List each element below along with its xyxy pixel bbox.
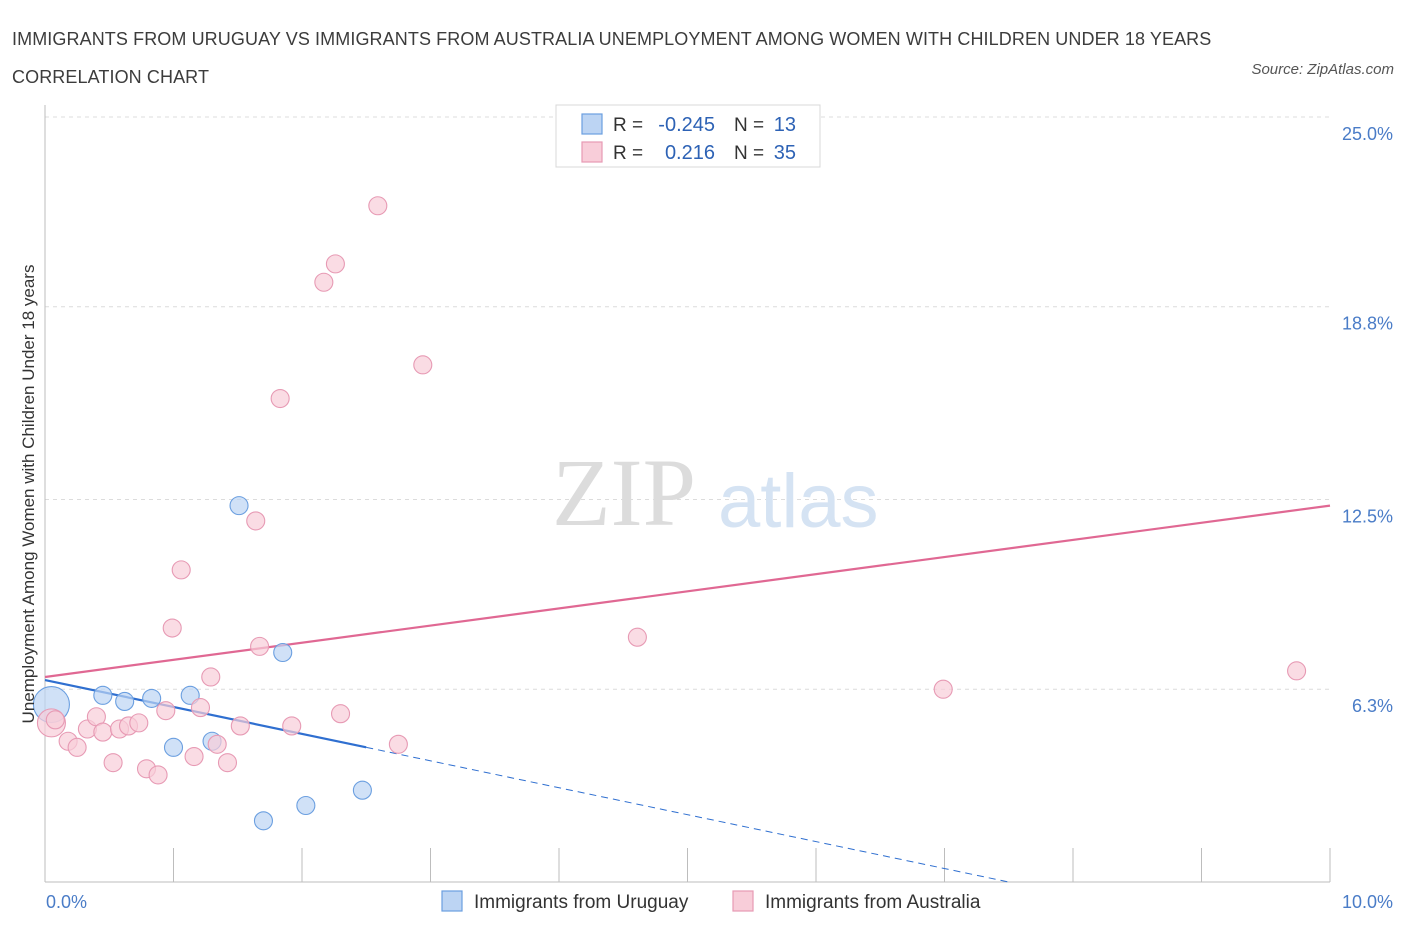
stats-r-value-australia: 0.216: [665, 142, 715, 164]
watermark: ZIP atlas: [552, 439, 879, 546]
watermark-zip: ZIP: [552, 439, 696, 546]
data-point-series-0: [180, 685, 200, 705]
chart-title: IMMIGRANTS FROM URUGUAY VS IMMIGRANTS FR…: [12, 29, 1212, 87]
data-point-series-1: [230, 716, 250, 736]
y-tick-label: 25.0%: [1342, 124, 1393, 144]
axes-layer: [44, 105, 1331, 883]
legend-swatch-australia: [732, 890, 754, 912]
stats-r-value-uruguay: -0.245: [658, 114, 715, 136]
legend-label-australia: Immigrants from Australia: [765, 892, 981, 913]
legend-swatch-uruguay: [441, 890, 463, 912]
data-point-series-1: [250, 636, 270, 656]
data-point-series-0: [253, 811, 274, 831]
data-point-series-0: [115, 691, 135, 712]
trend-layer: [44, 504, 1331, 883]
stats-n-label-uruguay: N =: [734, 115, 764, 136]
data-point-series-1: [325, 254, 345, 274]
data-point-series-1: [184, 746, 204, 767]
data-point-series-1: [171, 560, 191, 580]
watermark-atlas: atlas: [718, 459, 879, 544]
data-point-series-0: [352, 780, 372, 800]
data-point-series-0: [163, 737, 184, 757]
data-point-series-1: [388, 734, 408, 754]
data-point-series-1: [67, 737, 87, 757]
x-tick-label-max: 10.0%: [1342, 892, 1393, 912]
series-legend: Immigrants from Uruguay Immigrants from …: [441, 890, 981, 913]
points-layer: [32, 196, 1307, 831]
y-tick-label: 18.8%: [1342, 314, 1393, 334]
stats-swatch-australia: [581, 141, 603, 163]
data-point-series-1: [282, 716, 302, 736]
data-point-series-0: [229, 496, 249, 516]
stats-r-label-australia: R =: [613, 143, 643, 164]
data-point-series-1: [93, 722, 113, 742]
data-point-series-1: [148, 765, 168, 785]
stats-n-value-uruguay: 13: [774, 114, 796, 136]
data-point-series-0: [296, 795, 316, 816]
data-point-series-1: [162, 618, 182, 638]
data-point-series-1: [314, 272, 334, 292]
data-point-series-1: [1287, 661, 1307, 681]
legend-label-uruguay: Immigrants from Uruguay: [474, 892, 689, 913]
stats-n-label-australia: N =: [734, 143, 764, 164]
grid-layer: [45, 116, 1330, 690]
data-point-series-1: [368, 196, 388, 216]
stats-n-value-australia: 35: [774, 142, 796, 164]
data-point-series-1: [190, 698, 211, 718]
trend-line-extension-0: [366, 746, 1009, 883]
data-point-series-1: [103, 753, 123, 773]
data-point-series-1: [330, 704, 351, 724]
stats-swatch-uruguay: [581, 113, 603, 135]
data-point-series-1: [201, 667, 221, 687]
data-point-series-0: [273, 642, 293, 663]
stats-legend: R = -0.245 N = 13 R = 0.216 N = 35: [555, 104, 821, 168]
y-tick-label: 12.5%: [1342, 507, 1393, 527]
data-point-series-1: [156, 701, 176, 721]
data-point-series-1: [627, 627, 647, 647]
data-point-series-1: [207, 734, 227, 754]
y-tick-label: 6.3%: [1352, 696, 1393, 716]
x-tick-label-min: 0.0%: [46, 892, 87, 912]
data-point-series-1: [246, 511, 266, 531]
stats-r-label-uruguay: R =: [613, 115, 643, 136]
chart-source: Source: ZipAtlas.com: [1251, 61, 1394, 78]
data-point-series-1: [217, 753, 238, 773]
data-point-series-1: [129, 713, 149, 733]
data-point-series-1: [413, 355, 433, 375]
data-point-series-1: [933, 679, 953, 699]
data-point-series-0: [93, 685, 113, 705]
y-axis-label: Unemployment Among Women with Children U…: [19, 265, 38, 724]
data-point-series-1: [270, 388, 290, 409]
y-tick-labels: 6.3% 12.5% 18.8% 25.0%: [1342, 124, 1393, 716]
data-point-series-1: [45, 710, 65, 730]
data-point-series-0: [142, 688, 162, 708]
